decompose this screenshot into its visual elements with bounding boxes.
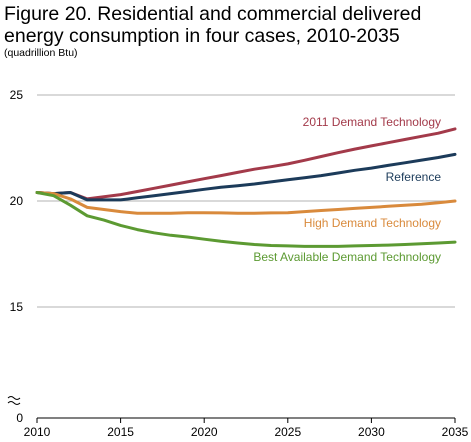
axis-break-icon [7,396,21,405]
y-tick-label: 25 [10,88,24,102]
series-line-4 [35,191,457,248]
series-lines [35,127,457,248]
chart-title: Figure 20. Residential and commercial de… [4,3,422,47]
units-label: (quadrillion Btu) [4,47,78,59]
axis-break-wave-bottom [7,401,21,405]
series-label-2: Reference [386,170,442,184]
series-labels: 2011 Demand Technology Reference High Dema… [253,115,441,264]
x-tick-label: 2030 [358,425,385,439]
x-tick-label: 2025 [274,425,301,439]
series-line-1 [35,127,457,201]
y-tick-label: 0 [16,411,23,425]
x-tick-label: 2015 [107,425,134,439]
y-tick-label: 15 [10,300,24,314]
y-tick-label: 20 [10,194,24,208]
axis-break-wave-top [7,396,21,400]
series-label-3: High Demand Technology [304,216,441,230]
series-line-2 [35,152,457,202]
x-tick-labels: 2010 2015 2020 2025 2030 2035 [24,425,469,439]
x-tick-label: 2020 [191,425,218,439]
x-tick-label: 2010 [24,425,51,439]
axes [7,396,456,423]
x-tick-label: 2035 [442,425,469,439]
series-label-1: 2011 Demand Technology [303,115,441,129]
y-tick-labels: 0 15 20 25 [10,88,24,425]
series-line-3 [35,191,457,215]
series-label-4: Best Available Demand Technology [253,250,441,264]
